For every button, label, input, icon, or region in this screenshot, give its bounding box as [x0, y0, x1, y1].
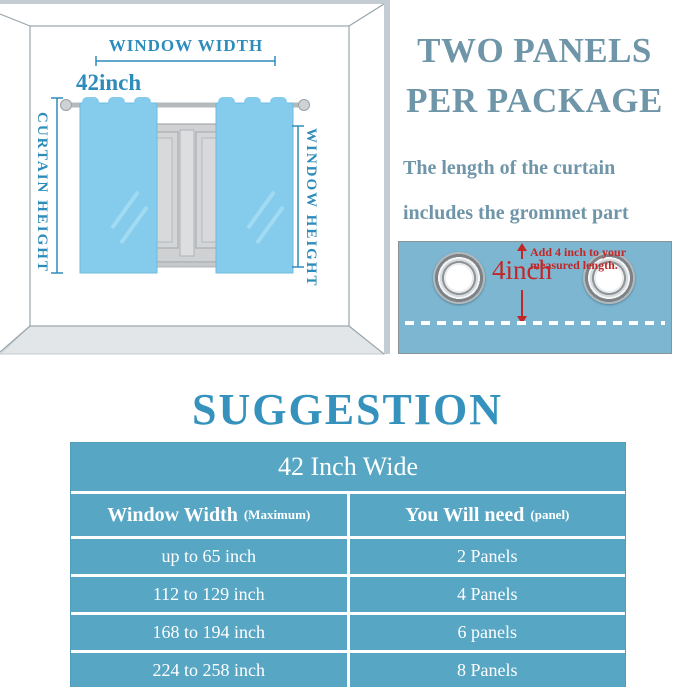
grommet-icon — [433, 252, 485, 304]
package-info: TWO PANELS PER PACKAGE The length of the… — [390, 0, 679, 362]
col1-header-text: Window Width — [107, 503, 238, 526]
table-cell-width: 224 to 258 inch — [71, 653, 347, 687]
window-mullion — [179, 129, 195, 257]
table-cell-need: 2 Panels — [349, 539, 625, 574]
table-cell-width: 112 to 129 inch — [71, 577, 347, 612]
window-width-label: WINDOW WIDTH — [108, 36, 264, 55]
hem-dashed-line — [405, 321, 665, 325]
frame-top-strip — [0, 0, 390, 4]
grommet-note-line2: measured length. — [530, 258, 618, 272]
arrow-up-icon — [517, 243, 527, 251]
curtain-shine-right — [246, 190, 285, 245]
package-title: TWO PANELS PER PACKAGE — [390, 26, 679, 126]
panel-width-label: 42inch — [76, 70, 142, 95]
measurement-lines — [51, 56, 304, 274]
grommet-measurement: 4inch — [492, 255, 552, 285]
grommet-strip-illustration: 4inch Add 4 inch to your measured length… — [398, 241, 672, 354]
package-title-line1: TWO PANELS — [417, 31, 652, 70]
table-cell-need: 6 panels — [349, 615, 625, 650]
table-cell-width: 168 to 194 inch — [71, 615, 347, 650]
table-title: 42 Inch Wide — [71, 443, 625, 491]
floor — [0, 325, 386, 355]
package-subtitle: The length of the curtain includes the g… — [403, 146, 629, 236]
package-subtitle-line2: includes the grommet part — [403, 202, 629, 224]
arrow-down-icon — [517, 316, 527, 324]
grommet-note: Add 4 inch to your measured length. — [530, 246, 670, 272]
suggestion-heading: SUGGESTION — [192, 385, 503, 434]
rod-finial-left — [60, 99, 72, 111]
arrow-shaft — [521, 290, 523, 316]
room-diagram: WINDOW WIDTH 42inch CURTAIN HEIGHT WINDO… — [0, 0, 390, 362]
package-title-line2: PER PACKAGE — [406, 81, 663, 120]
arrow-shaft — [521, 251, 523, 259]
col2-header-text: You Will need — [405, 503, 525, 526]
frame-right-strip — [384, 0, 390, 354]
package-subtitle-line1: The length of the curtain — [403, 157, 616, 179]
grommet-icon — [583, 252, 635, 304]
rod-finial-right — [298, 99, 310, 111]
curtain-height-label: CURTAIN HEIGHT — [34, 112, 50, 273]
table-cell-need: 4 Panels — [349, 577, 625, 612]
suggestion-table: 42 Inch Wide Window Width (Maximum) You … — [70, 442, 626, 687]
curtain-shine-left — [110, 190, 149, 245]
curtain-panel-left — [79, 97, 158, 274]
table-cell-width: up to 65 inch — [71, 539, 347, 574]
table-col2-header: You Will need (panel) — [349, 494, 625, 536]
perspective-lines — [0, 3, 385, 355]
col2-header-small: (panel) — [530, 507, 570, 522]
col1-header-small: (Maximum) — [243, 507, 311, 522]
window-height-label: WINDOW HEIGHT — [303, 128, 319, 288]
grommet-note-line1: Add 4 inch to your — [530, 245, 627, 259]
table-cell-need: 8 Panels — [349, 653, 625, 687]
table-col1-header: Window Width (Maximum) — [71, 494, 347, 536]
room-drawing — [0, 0, 390, 355]
curtain-panel-right — [215, 97, 294, 274]
